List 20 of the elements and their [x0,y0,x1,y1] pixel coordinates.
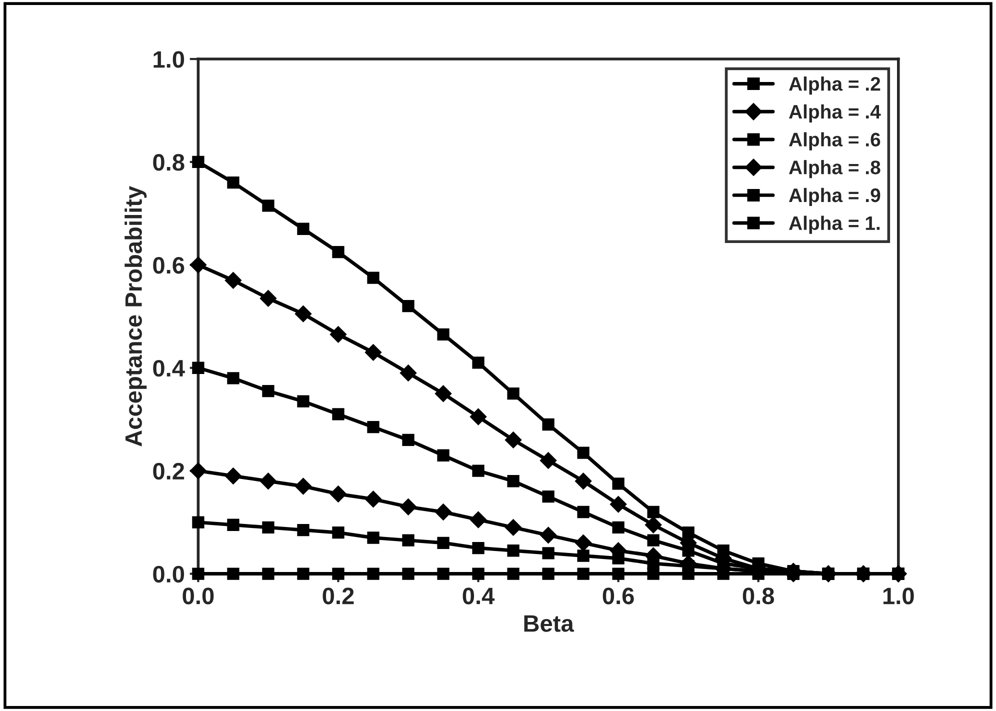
legend-label: Alpha = .2 [788,76,880,95]
legend-label: Alpha = .9 [788,188,880,206]
y-tick-label: 0.8 [153,154,184,171]
y-axis-title: Acceptance Probability [124,186,147,446]
x-tick-label: 0.6 [602,588,634,604]
x-tick-label: 0.0 [182,588,214,604]
legend-label: Alpha = .4 [788,104,881,122]
y-tick-label: 0.6 [153,256,184,274]
y-tick-label: 1.0 [154,51,184,68]
y-tick-label: 0.4 [153,360,185,377]
x-axis-title: Beta [524,615,574,632]
x-tick-label: 0.2 [322,588,354,604]
legend-label: Alpha = .6 [788,132,880,150]
legend-label: Alpha = .8 [788,160,880,178]
y-tick-label: 0.2 [153,462,184,480]
y-tick-label: 0.0 [153,566,184,583]
x-tick-label: 0.4 [462,588,495,604]
x-tick-label: 0.8 [742,588,774,604]
legend-label: Alpha = 1. [788,216,880,234]
x-tick-label: 1.0 [883,588,914,604]
